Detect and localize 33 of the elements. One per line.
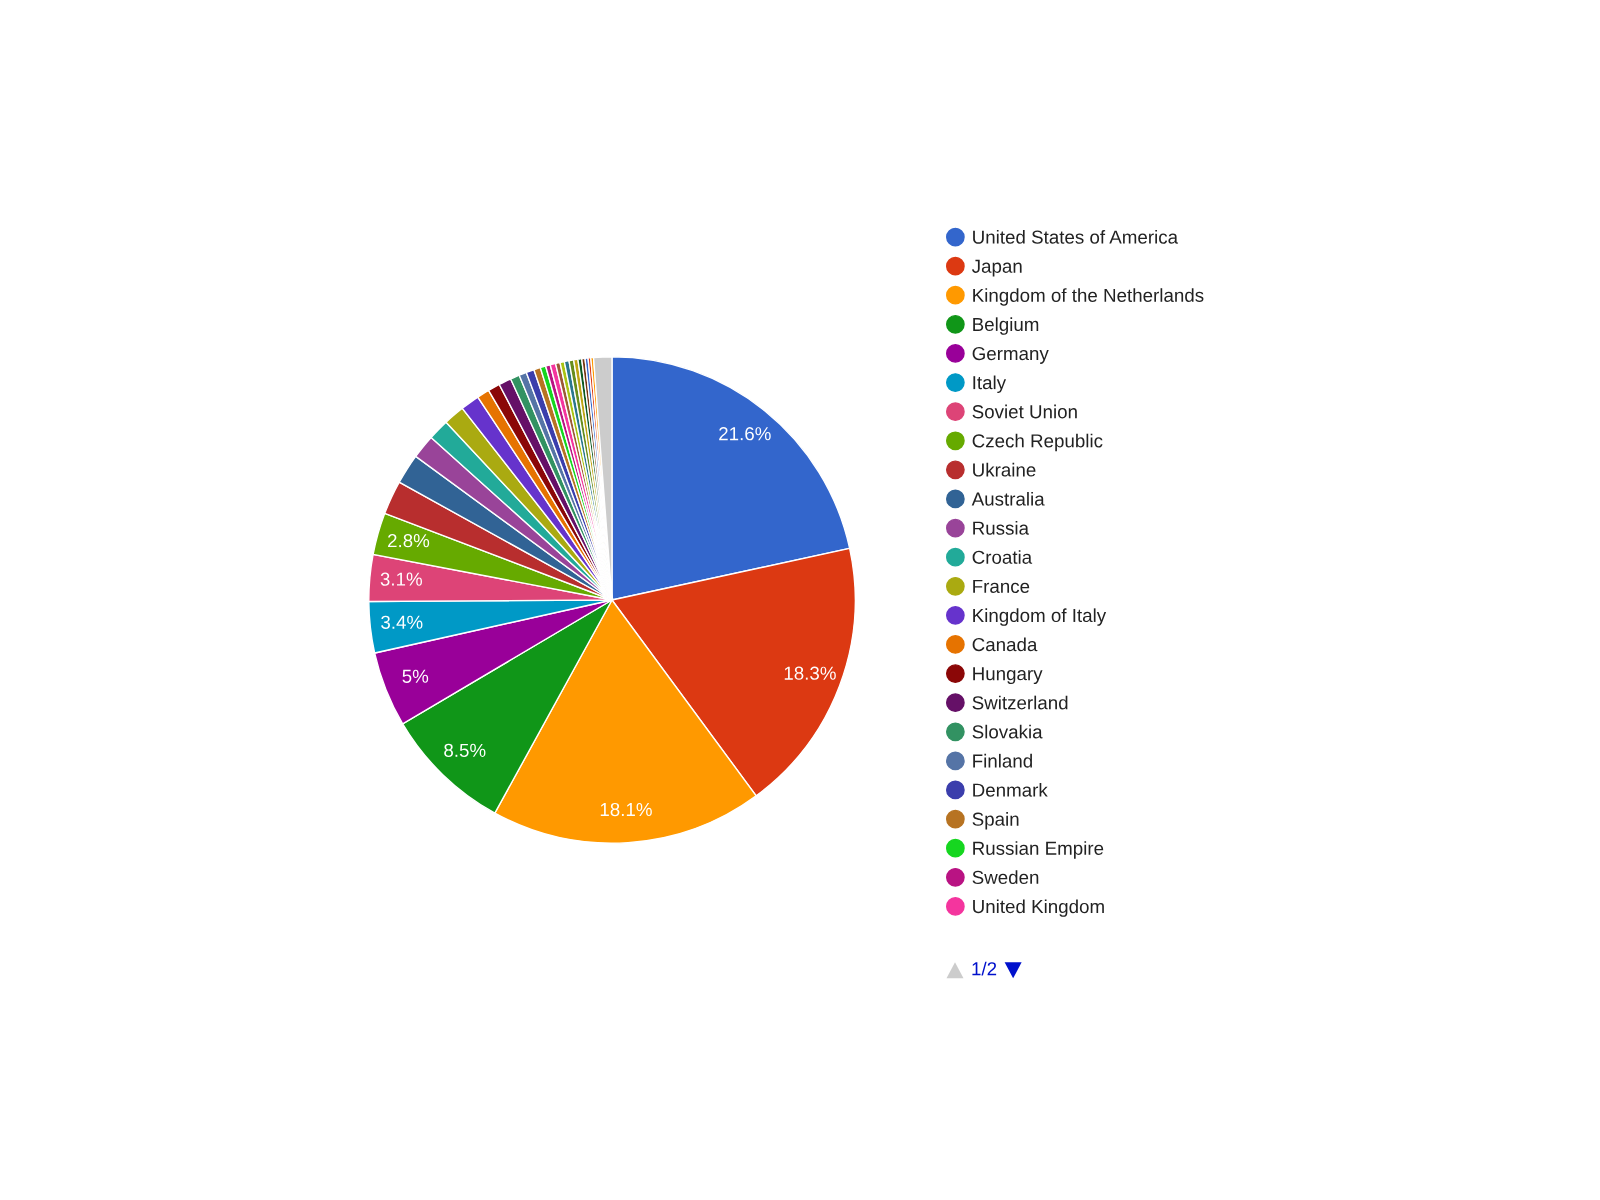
legend-label: Soviet Union <box>972 404 1077 419</box>
data-label: 21.6% <box>719 427 771 441</box>
data-label: 3.4% <box>381 615 423 629</box>
legend-label: Russia <box>973 521 1029 535</box>
legend-label: Russian Empire <box>973 841 1104 859</box>
legend-label: Germany <box>972 346 1049 364</box>
legend-label: Hungary <box>973 667 1043 685</box>
legend-label: Croatia <box>972 550 1033 564</box>
legend-label: Sweden <box>972 870 1039 885</box>
data-label: 18.1% <box>600 802 652 817</box>
legend-label: Switzerland <box>972 695 1068 710</box>
legend-label: Belgium <box>973 317 1039 335</box>
legend-label: United Kingdom <box>973 899 1104 917</box>
legend-label: United States of America <box>973 230 1179 244</box>
data-label: 8.5% <box>444 743 486 757</box>
legend-label: Slovakia <box>972 724 1043 739</box>
data-label: 3.1% <box>380 572 422 586</box>
legend-label: Czech Republic <box>972 433 1103 452</box>
legend-label: France <box>973 579 1030 594</box>
legend-label: Spain <box>972 812 1019 830</box>
legend-label: Canada <box>972 637 1038 652</box>
data-label: 2.8% <box>388 534 430 548</box>
legend-label: Kingdom of Italy <box>973 608 1107 626</box>
legend-label: Ukraine <box>973 462 1036 477</box>
text: 1/2 <box>972 961 997 976</box>
legend-label: Finland <box>973 753 1032 768</box>
data-label: 18.3% <box>784 666 836 680</box>
legend-label: Italy <box>973 375 1007 393</box>
legend-label: Kingdom of the Netherlands <box>973 288 1204 306</box>
legend-label: Denmark <box>973 782 1048 797</box>
legend-label: Japan <box>971 259 1022 277</box>
data-label: 5% <box>402 669 429 683</box>
legend-label: Australia <box>971 491 1045 506</box>
